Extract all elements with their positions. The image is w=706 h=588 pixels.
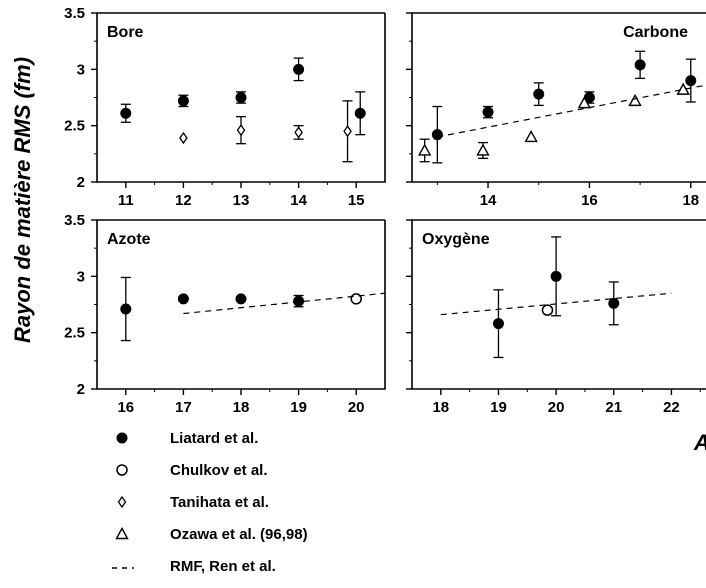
legend-label: Liatard et al. [170,430,258,447]
x-tick-label: 12 [175,192,192,209]
y-tick-label: 2.5 [64,325,85,342]
rmf-dashed-line [440,292,672,316]
x-tick-label: 16 [117,399,134,416]
legend-marker [116,432,128,444]
series-dashed-line [437,84,706,138]
data-point [293,63,305,75]
series-filled-circle [492,236,620,359]
y-tick-label: 2.5 [64,118,85,135]
legend-label: Chulkov et al. [170,462,268,479]
panel-1: 14 16 18 Carbone [406,12,706,209]
series-open-triangle [417,82,690,163]
rmf-dashed-line [437,84,706,138]
panel-title: Azote [107,231,151,248]
data-point [685,75,697,87]
legend-marker [117,495,127,509]
x-tick-label: 13 [233,192,250,209]
y-axis-label: Rayon de matière RMS (fm) [10,57,35,343]
x-tick-label: 11 [118,192,134,209]
data-point [354,107,366,119]
series-dashed-line [440,292,672,316]
y-tick-label: 3 [77,268,85,285]
x-tick-label: 15 [348,192,365,209]
x-tick-label: 18 [432,399,449,416]
x-tick-label: 20 [548,399,565,416]
y-tick-label: 3.5 [64,212,85,229]
series-filled-circle [120,57,366,136]
data-point [235,92,247,103]
panel-2: 2 2.5 3 3.5 16 17 18 19 20 Azote [64,212,386,416]
data-point [236,124,246,137]
legend: Liatard et al. Chulkov et al. Tanihata et … [112,430,308,575]
data-point [628,93,642,107]
series-filled-circle [431,50,697,164]
legend-label: Ozawa et al. (96,98) [170,526,308,543]
chart-panels: 2 2.5 3 3.5 11 12 13 14 15 Bore 14 16 18 Carbone 2 2.5 3… [64,5,706,416]
data-point [179,131,188,145]
x-tick-label: 19 [290,399,307,416]
data-point [177,95,189,107]
legend-marker [116,464,128,476]
data-point [177,293,189,305]
legend-item: Tanihata et al. [117,494,269,511]
legend-item: Chulkov et al. [116,462,268,479]
legend-label: Tanihata et al. [170,494,269,511]
data-point [541,304,554,316]
y-tick-label: 2 [77,174,85,191]
x-tick-label: 19 [490,399,507,416]
panel-title: Bore [107,24,144,41]
data-point [294,126,303,139]
panel-3: 18 19 20 21 22 Oxygène [406,219,706,416]
data-point [120,107,132,119]
series-open-diamond [179,100,353,163]
panel-0: 2 2.5 3 3.5 11 12 13 14 15 Bore [64,5,386,209]
legend-item: Ozawa et al. (96,98) [115,526,308,543]
x-tick-label: 22 [663,399,680,416]
legend-item: RMF, Ren et al. [112,558,276,575]
y-tick-label: 3 [77,61,85,78]
series-filled-circle [120,276,305,342]
rmf-dashed-line [183,292,386,315]
data-point [608,297,620,309]
x-tick-label: 17 [175,399,192,416]
x-tick-label: 18 [233,399,250,416]
legend-item: Liatard et al. [116,430,258,447]
data-point [476,143,490,156]
x-tick-label: 16 [581,192,598,209]
x-tick-label: 14 [290,192,307,209]
x-tick-label: 21 [605,399,622,416]
y-tick-label: 2 [77,381,85,398]
legend-marker [115,527,129,540]
data-point [492,318,504,330]
x-tick-label: 14 [480,192,497,209]
data-point [533,88,545,100]
series-open-circle [541,304,554,316]
data-point [120,303,132,315]
data-point [482,106,494,118]
panel-title: Oxygène [422,231,490,248]
data-point [343,125,352,138]
series-dashed-line [183,292,386,315]
data-point [577,96,592,109]
x-tick-label: 20 [348,399,365,416]
x-axis-label-fragment: A [693,430,706,455]
data-point [550,270,562,282]
y-tick-label: 3.5 [64,5,85,22]
x-tick-label: 18 [682,192,699,209]
panel-title: Carbone [623,24,688,41]
data-point [235,293,247,305]
data-point [417,143,432,156]
legend-label: RMF, Ren et al. [170,558,276,575]
data-point [524,129,538,143]
data-point [293,295,305,307]
data-point [634,59,646,71]
data-point [431,129,443,141]
